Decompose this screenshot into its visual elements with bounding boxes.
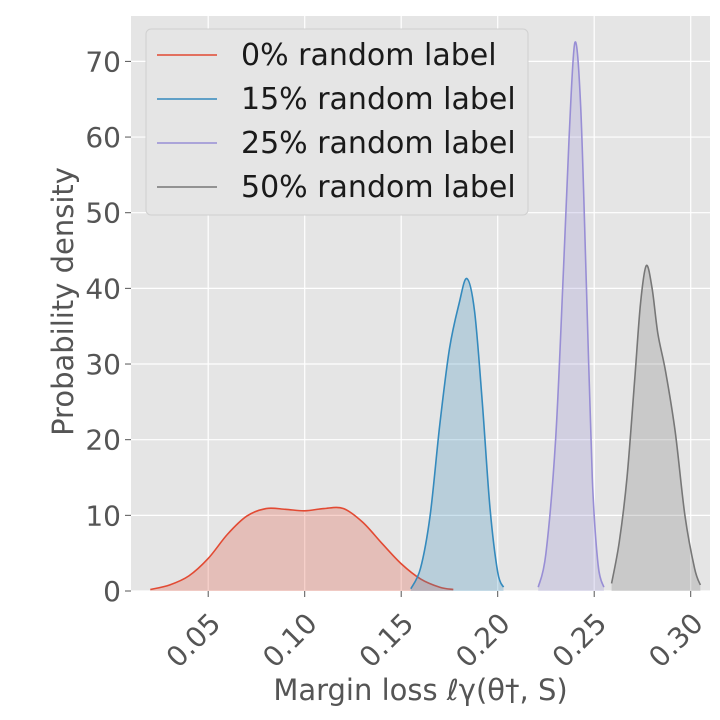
y-tick-label: 40 <box>85 272 121 305</box>
y-tick-label: 70 <box>85 45 121 78</box>
y-tick-label: 0 <box>103 575 121 608</box>
y-axis: 0 10 20 30 40 50 60 70 <box>85 45 131 608</box>
x-tick-label: 0.20 <box>449 607 516 674</box>
series-area-1 <box>410 278 504 591</box>
series-line-2 <box>537 41 605 588</box>
legend-label-1: 15% random label <box>241 82 516 117</box>
legend-label-3: 50% random label <box>241 170 516 205</box>
x-tick-label: 0.25 <box>546 607 613 674</box>
y-tick-label: 30 <box>85 348 121 381</box>
x-tick-label: 0.10 <box>256 607 323 674</box>
series-line-3 <box>610 264 702 586</box>
series-area-2 <box>538 41 604 592</box>
legend: 0% random label 15% random label 25% rando… <box>145 28 529 216</box>
series-area-3 <box>611 265 701 591</box>
y-tick-label: 60 <box>85 121 121 154</box>
legend-label-0: 0% random label <box>241 38 497 73</box>
x-axis: 0.05 0.10 0.15 0.20 0.25 0.30 <box>160 591 710 674</box>
series-line-0 <box>150 506 454 591</box>
y-tick-label: 10 <box>85 499 121 532</box>
legend-box <box>145 28 529 216</box>
series-area-0 <box>150 507 454 591</box>
x-tick-label: 0.30 <box>642 607 709 674</box>
y-axis-label: Probability density <box>46 167 80 436</box>
legend-label-2: 25% random label <box>241 126 516 161</box>
x-axis-label: Margin loss ℓγ(θ†, S) <box>273 673 567 707</box>
y-tick-label: 20 <box>85 424 121 457</box>
x-tick-label: 0.05 <box>160 607 227 674</box>
series-line-1 <box>410 277 505 590</box>
density-series <box>150 41 702 592</box>
x-tick-label: 0.15 <box>353 607 420 674</box>
y-tick-label: 50 <box>85 197 121 230</box>
